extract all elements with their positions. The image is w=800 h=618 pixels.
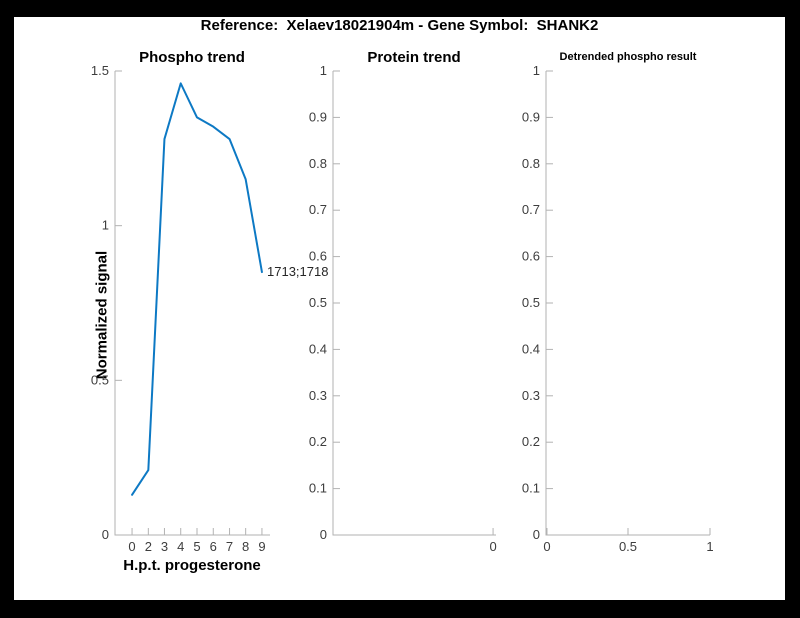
y-tick-label: 0.5	[309, 295, 327, 310]
plot1-title: Phospho trend	[139, 49, 245, 66]
data-line	[131, 82, 263, 496]
y-tick-label: 0	[320, 527, 327, 542]
phospho-trend-plot: 00.511.50 2 3 4 5 6 7 8 9	[91, 63, 270, 554]
axis-line	[332, 71, 496, 536]
x-tick-label: 3	[161, 539, 168, 554]
y-tick-label: 0.9	[522, 109, 540, 124]
y-tick-label: 0.8	[522, 156, 540, 171]
y-tick-label: 0.6	[309, 249, 327, 264]
x-tick-label: 1	[706, 539, 713, 554]
plot3-title: Detrended phospho result	[559, 51, 697, 63]
y-tick-label: 1.5	[91, 63, 109, 78]
y-tick-label: 0.2	[522, 434, 540, 449]
x-tick-label: 6	[210, 539, 217, 554]
y-tick-label: 0.1	[309, 481, 327, 496]
y-tick-label: 0.4	[309, 341, 327, 356]
y-tick-label: 0.4	[522, 341, 540, 356]
y-tick-label: 0.9	[309, 109, 327, 124]
y-tick-label: 1	[102, 218, 109, 233]
y-tick-label: 1	[533, 63, 540, 78]
x-tick-label: 8	[242, 539, 249, 554]
x-tick-label: 9	[258, 539, 265, 554]
y-tick-label: 0.7	[309, 202, 327, 217]
y-tick-label: 0.2	[309, 434, 327, 449]
figure-title: Reference: Xelaev18021904m - Gene Symbol…	[200, 17, 599, 34]
detrended-phospho-plot: 0 0.1 0.2 0.3 0.4 0.5 0.6 0.7 0.8 0.9 1 0 0.5 1	[522, 63, 714, 554]
x-tick-label: 0	[543, 539, 550, 554]
y-tick-label: 1	[320, 63, 327, 78]
x-tick-label: 4	[177, 539, 184, 554]
figure-canvas: Reference: Xelaev18021904m - Gene Symbol…	[14, 17, 785, 600]
x-tick-label: 5	[193, 539, 200, 554]
plot2-title: Protein trend	[367, 49, 461, 66]
y-tick-label: 0.3	[309, 388, 327, 403]
x-tick-label: 7	[226, 539, 233, 554]
y-tick-label: 0	[533, 527, 540, 542]
plot1-x-axis-label: H.p.t. progesterone	[123, 557, 261, 574]
y-tick-label: 0.6	[522, 249, 540, 264]
y-tick-label: 0	[102, 527, 109, 542]
y-tick-label: 0.5	[522, 295, 540, 310]
x-tick-label: 2	[145, 539, 152, 554]
y-tick-label: 0.5	[91, 372, 109, 387]
axis-line	[114, 71, 270, 536]
axis-line	[545, 71, 710, 536]
protein-trend-plot: 0 0.1 0.2 0.3 0.4 0.5 0.6 0.7 0.8 0.9 1 0	[309, 63, 497, 554]
x-tick-label: 0.5	[619, 539, 637, 554]
y-tick-label: 0.7	[522, 202, 540, 217]
x-tick-label: 0	[489, 539, 496, 554]
y-tick-label: 0.3	[522, 388, 540, 403]
y-tick-label: 0.8	[309, 156, 327, 171]
data-point-annotation: 1713;1718	[267, 264, 329, 279]
plots-svg: 00.511.50 2 3 4 5 6 7 8 900.10.20.30.40.50.60.70…	[91, 63, 714, 554]
x-tick-label: 0	[128, 539, 135, 554]
y-tick-label: 0.1	[522, 481, 540, 496]
